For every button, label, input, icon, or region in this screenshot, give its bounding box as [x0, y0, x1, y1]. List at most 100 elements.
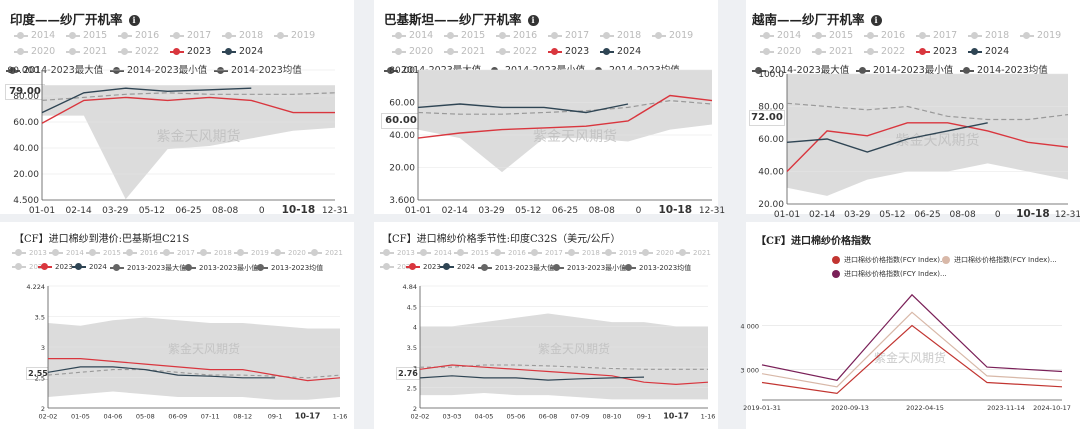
legend-item[interactable]: 2013	[380, 249, 415, 257]
legend-item[interactable]: 2013-2023最大值	[110, 263, 186, 273]
legend-item[interactable]: 2014	[760, 30, 801, 41]
legend-marker-icon	[864, 31, 878, 39]
info-icon[interactable]: i	[870, 15, 882, 26]
legend-item[interactable]: 2014-2023均值	[960, 62, 1048, 76]
series-line	[420, 364, 708, 370]
x-tick-label: 01-01	[774, 210, 800, 220]
legend-item[interactable]: 2016	[118, 30, 159, 41]
legend-item[interactable]: 2022	[380, 263, 415, 271]
legend-item[interactable]: 2022	[12, 263, 47, 271]
legend-label: 2016	[140, 249, 158, 257]
legend-label: 2023	[565, 46, 590, 57]
legend-item[interactable]: 2015	[812, 30, 853, 41]
legend-item[interactable]: 2019	[274, 30, 315, 41]
legend-item[interactable]: 2014-2023最大值	[6, 62, 103, 76]
chart-title-index: 【CF】进口棉纱价格指数	[756, 236, 872, 247]
legend-item[interactable]: 2020	[271, 249, 306, 257]
legend-item[interactable]: 2022	[864, 46, 905, 57]
legend-item[interactable]: 2020	[392, 46, 433, 57]
legend-label: 2015	[471, 249, 489, 257]
legend-item[interactable]: 进口棉纱价格指数(FCY Index)...	[942, 255, 1057, 265]
legend-item[interactable]: 2024	[600, 46, 641, 57]
legend-item[interactable]: 2020	[760, 46, 801, 57]
legend-label: 2014-2023均值	[977, 65, 1048, 76]
legend-item[interactable]: 2021	[66, 46, 107, 57]
legend-item[interactable]: 2013-2023均值	[254, 263, 323, 273]
legend-item[interactable]: 2021	[308, 249, 343, 257]
legend-item[interactable]: 2022	[118, 46, 159, 57]
legend-label: 2020	[777, 46, 802, 57]
legend-item[interactable]: 2017	[528, 249, 563, 257]
legend-item[interactable]: 2016	[864, 30, 905, 41]
legend-item[interactable]: 2021	[812, 46, 853, 57]
value-badge: 60.00	[381, 113, 421, 129]
legend-item[interactable]: 2024	[968, 46, 1009, 57]
legend-marker-icon	[812, 31, 826, 39]
legend-item[interactable]: 2016	[496, 30, 537, 41]
legend-label: 2024	[985, 46, 1010, 57]
legend-item[interactable]: 2014-2023最小值	[856, 62, 953, 76]
legend-item[interactable]: 2021	[444, 46, 485, 57]
legend-item[interactable]: 2024	[222, 46, 263, 57]
legend-item[interactable]: 进口棉纱价格指数(FCY Index)...	[832, 255, 947, 265]
legend-item[interactable]: 2018	[565, 249, 600, 257]
legend-item[interactable]: 2017	[160, 249, 195, 257]
legend-marker-icon	[110, 264, 124, 271]
x-tick-label: 03-29	[844, 210, 870, 220]
info-icon[interactable]: i	[128, 15, 140, 26]
legend-label: 2013-2023最小值	[567, 264, 627, 272]
legend-item[interactable]: 2023	[406, 263, 441, 271]
legend-item[interactable]: 2021	[676, 249, 711, 257]
legend-item[interactable]: 2019	[1020, 30, 1061, 41]
legend-item[interactable]: 2014-2023最大值	[752, 62, 849, 76]
legend-item[interactable]: 2013-2023均值	[622, 263, 691, 273]
legend-item[interactable]: 2015	[454, 249, 489, 257]
legend-item[interactable]: 2015	[66, 30, 107, 41]
legend-label: 2022	[513, 46, 538, 57]
y-tick-label: 4 000	[740, 322, 759, 330]
legend-item[interactable]: 2020	[639, 249, 674, 257]
legend-item[interactable]: 2015	[444, 30, 485, 41]
legend-item[interactable]: 2023	[916, 46, 957, 57]
legend-item[interactable]: 2017	[916, 30, 957, 41]
legend-item[interactable]: 2019	[602, 249, 637, 257]
legend-item[interactable]: 2024	[72, 263, 107, 271]
legend-item[interactable]: 2015	[86, 249, 121, 257]
legend-item[interactable]: 2018	[600, 30, 641, 41]
y-tick-label: 100.0	[758, 70, 784, 80]
legend-item[interactable]: 2018	[197, 249, 232, 257]
legend-item[interactable]: 2019	[234, 249, 269, 257]
legend-marker-icon	[496, 47, 510, 55]
legend-marker-icon	[123, 249, 137, 256]
legend-item[interactable]: 2014	[14, 30, 55, 41]
legend-label: 2021	[461, 46, 486, 57]
x-tick-label: 02-02	[39, 413, 58, 421]
legend-item[interactable]: 2014	[417, 249, 452, 257]
legend-item[interactable]: 2016	[123, 249, 158, 257]
legend-item[interactable]: 2019	[652, 30, 693, 41]
legend-item[interactable]: 2024	[440, 263, 475, 271]
legend-item[interactable]: 2023	[548, 46, 589, 57]
legend-item[interactable]: 2016	[491, 249, 526, 257]
legend-item[interactable]: 2013-2023最小值	[550, 263, 626, 273]
legend-item[interactable]: 2013-2023最大值	[478, 263, 554, 273]
range-band	[48, 317, 340, 400]
legend-marker-icon	[406, 263, 420, 270]
legend-item[interactable]: 2018	[222, 30, 263, 41]
legend-item[interactable]: 2023	[38, 263, 73, 271]
legend-item[interactable]: 2017	[548, 30, 589, 41]
legend-item[interactable]: 2022	[496, 46, 537, 57]
legend-item[interactable]: 2018	[968, 30, 1009, 41]
legend-item[interactable]: 2014	[392, 30, 433, 41]
legend-item[interactable]: 进口棉纱价格指数(FCY Index)...	[832, 269, 947, 279]
legend-item[interactable]: 2023	[170, 46, 211, 57]
watermark: 紫金天风期货	[157, 128, 241, 145]
legend-item[interactable]: 2020	[14, 46, 55, 57]
legend-marker-icon	[1020, 31, 1034, 39]
x-tick-label: 02-14	[809, 210, 835, 220]
legend-item[interactable]: 2017	[170, 30, 211, 41]
legend-item[interactable]: 2013-2023最小值	[182, 263, 258, 273]
info-icon[interactable]: i	[527, 15, 539, 26]
legend-item[interactable]: 2013	[12, 249, 47, 257]
legend-item[interactable]: 2014	[49, 249, 84, 257]
